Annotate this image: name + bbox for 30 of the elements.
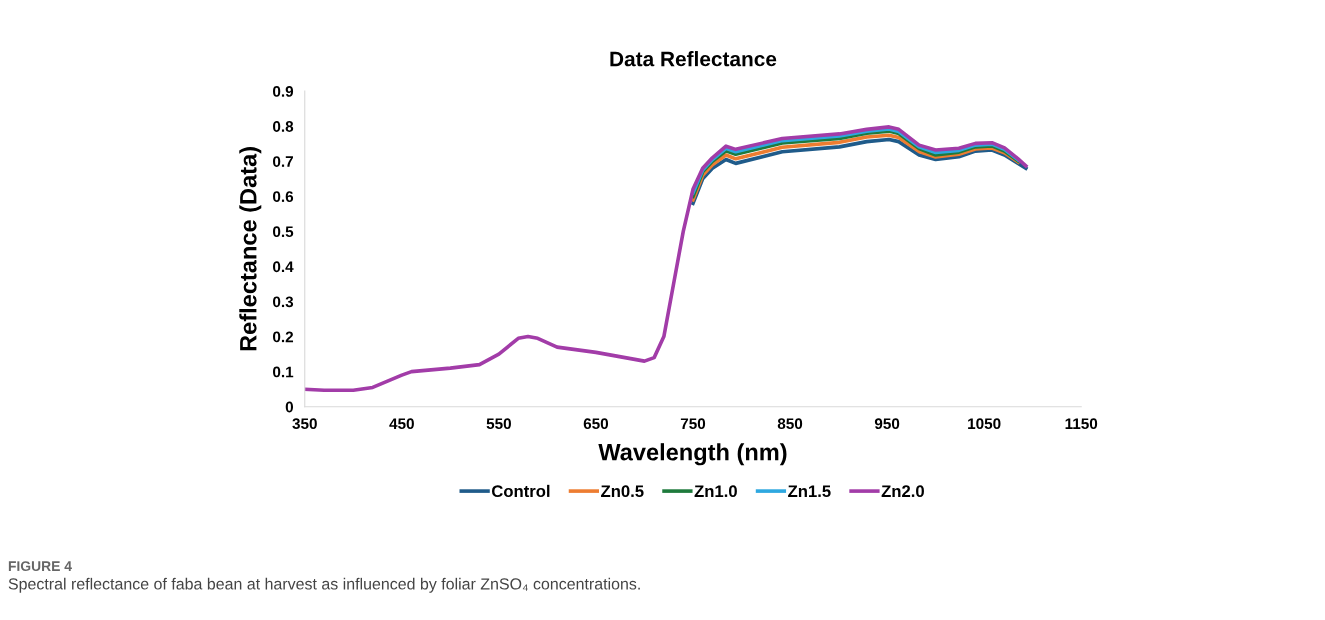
y-tick-label: 0	[285, 401, 294, 413]
caption: FIGURE 4	[8, 561, 72, 572]
x-tick-label: 850	[777, 418, 803, 430]
y-tick-label: 0.1	[273, 366, 294, 378]
x-tick-label: 350	[292, 418, 317, 430]
x-axis-title: Wavelength (nm)	[598, 443, 787, 466]
x-tick-label: 750	[680, 418, 706, 430]
legend-label: Control	[491, 484, 550, 498]
y-tick-label: 0.7	[273, 156, 293, 167]
chart-title: Data Reflectance	[610, 51, 777, 67]
x-tick-label: 1050	[968, 418, 1001, 430]
y-tick-label: 0.5	[273, 226, 294, 238]
y-axis-title: Reflectance (Data)	[239, 147, 262, 351]
legend-label: Zn1.0	[694, 485, 737, 498]
x-tick-label: 550	[486, 418, 511, 430]
y-tick-label: 0.2	[273, 331, 294, 343]
legend-label: Zn0.5	[601, 485, 644, 498]
legend-label: Zn2.0	[881, 485, 924, 498]
y-tick-label: 0.3	[273, 296, 294, 308]
y-tick-label: 0.4	[273, 261, 294, 273]
x-tick-label: 450	[389, 418, 414, 430]
x-tick-label: 650	[583, 418, 609, 430]
x-tick-label: 950	[874, 418, 900, 430]
y-tick-label: 0.6	[273, 191, 294, 203]
y-tick-label: 0.9	[273, 86, 294, 97]
x-tick-label: 1150	[1065, 418, 1098, 430]
text: Spectral reflectance of faba bean at harvest as influenced by foliar ZnSO₄ concentrations.	[8, 577, 640, 593]
line-series	[304, 125, 1028, 393]
y-tick-label: 0.8	[273, 121, 294, 132]
legend-label: Zn1.5	[788, 485, 831, 498]
